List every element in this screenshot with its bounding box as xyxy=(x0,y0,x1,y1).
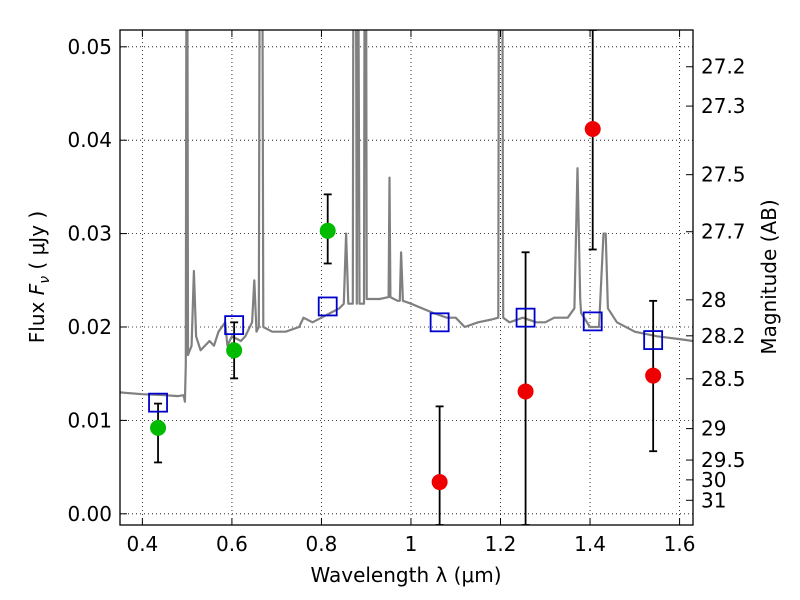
model-square xyxy=(148,392,168,413)
y2-axis-label: Magnitude (AB) xyxy=(757,199,781,354)
red-point xyxy=(645,367,662,384)
y2-tick-label: 31 xyxy=(701,488,726,512)
x-tick-label: 0.8 xyxy=(306,532,338,556)
y-tick-label: 0.03 xyxy=(67,222,112,246)
y-label-variable: F xyxy=(25,283,49,295)
model-square xyxy=(429,312,450,333)
x-tick-label: 1.4 xyxy=(574,532,606,556)
green-point xyxy=(226,342,243,359)
y-label-suffix: ( μJy ) xyxy=(25,211,49,276)
model-square xyxy=(643,330,664,350)
y2-tick-label: 30 xyxy=(701,468,726,492)
y-axis-label: Flux Fν ( μJy ) xyxy=(25,211,53,343)
y2-tick-label: 28 xyxy=(701,288,726,312)
red-point xyxy=(517,383,534,400)
green-point xyxy=(319,222,336,239)
y2-tick-label: 27.7 xyxy=(701,220,746,244)
x-tick-label: 0.4 xyxy=(126,532,158,556)
y2-tick-label: 27.3 xyxy=(701,94,746,118)
y2-tick-label: 28.5 xyxy=(701,367,746,391)
x-tick-label: 1.2 xyxy=(485,532,517,556)
y2-tick-label: 27.5 xyxy=(701,163,746,187)
y-tick-label: 0.00 xyxy=(67,502,112,526)
y2-tick-label: 29.5 xyxy=(701,448,746,472)
model-spectrum-line xyxy=(120,30,693,403)
y2-tick-label: 29 xyxy=(701,417,726,441)
x-axis-label: Wavelength λ (μm) xyxy=(310,563,501,587)
red-point xyxy=(584,121,601,137)
axis-ticks: 0.4 0.6 0.8 1 1.2 1.4 1.6 0.00 0.01 0.02 0.03 0.04 0… xyxy=(67,30,746,556)
y-tick-label: 0.05 xyxy=(67,35,112,59)
y2-tick-label: 27.2 xyxy=(701,55,746,79)
green-point xyxy=(150,419,167,436)
model-square xyxy=(582,311,603,332)
y-label-subscript: ν xyxy=(37,276,53,284)
y-tick-label: 0.04 xyxy=(67,128,112,152)
model-square xyxy=(317,296,338,317)
red-point xyxy=(431,474,448,491)
model-square xyxy=(224,315,245,336)
y-label-prefix: Flux xyxy=(25,295,49,343)
x-tick-label: 0.6 xyxy=(216,532,248,556)
y2-tick-label: 28.2 xyxy=(701,324,746,348)
x-tick-label: 1.6 xyxy=(664,532,696,556)
y-tick-label: 0.01 xyxy=(67,408,112,432)
y-tick-label: 0.02 xyxy=(67,315,112,339)
plot-area xyxy=(120,30,693,525)
model-square xyxy=(515,307,536,328)
grid-lines xyxy=(120,30,693,525)
plot-frame xyxy=(119,29,694,526)
x-tick-label: 1 xyxy=(405,532,418,556)
